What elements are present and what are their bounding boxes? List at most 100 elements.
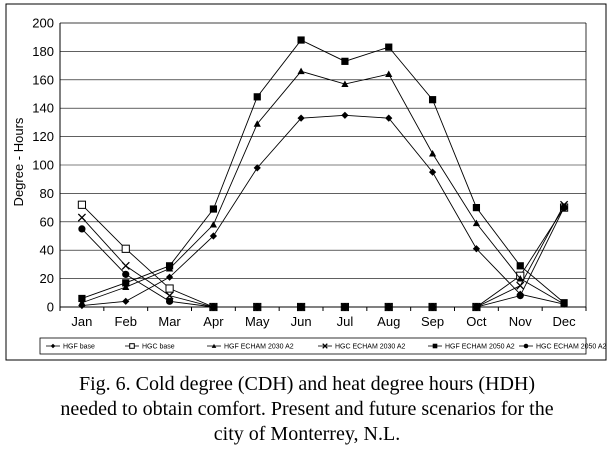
x-tick-label: Dec: [553, 314, 577, 329]
data-point: [516, 275, 524, 282]
data-point: [472, 204, 481, 212]
data-point: [209, 221, 218, 228]
data-point: [428, 303, 437, 311]
data-point: [77, 213, 86, 222]
x-tick-label: Apr: [203, 314, 224, 329]
y-tick-label: 120: [32, 129, 54, 144]
data-point: [78, 225, 86, 233]
legend-label: HGC base: [142, 344, 175, 351]
x-tick-label: Mar: [158, 314, 181, 329]
x-tick-label: Aug: [377, 314, 400, 329]
data-point: [209, 205, 218, 213]
y-tick-label: 200: [32, 16, 54, 31]
data-point: [428, 150, 437, 157]
data-point: [122, 270, 130, 278]
legend-marker: [432, 343, 438, 349]
x-tick-label: Jan: [71, 314, 92, 329]
y-tick-label: 100: [32, 158, 54, 173]
data-point: [428, 168, 437, 176]
legend-entry: HGF ECHAM 2050 A2: [428, 344, 515, 351]
data-point: [560, 299, 568, 307]
data-point: [297, 114, 305, 122]
y-tick-labels: 0 20 40 60 80 100 120 140 160 180 200: [32, 16, 54, 315]
data-point: [78, 299, 86, 306]
data-point: [472, 245, 481, 253]
caption-line-2: needed to obtain comfort. Present and fu…: [60, 398, 554, 420]
y-tick-label: 0: [47, 300, 54, 315]
caption-line-3: city of Monterrey, N.L.: [213, 423, 401, 445]
series-4: [78, 36, 568, 307]
series-line: [81, 39, 565, 304]
legend-entry: HGC base: [125, 343, 175, 351]
caption-line-1: Fig. 6. Cold degree (CDH) and heat degre…: [79, 373, 535, 395]
legend-entry: HGC ECHAM 2030 A2: [318, 343, 406, 351]
data-point: [78, 294, 86, 303]
data-point: [560, 204, 568, 212]
legend-marker: [322, 343, 328, 349]
legend-entry: HGC ECHAM 2050 A2: [519, 344, 607, 351]
data-point: [472, 219, 481, 227]
data-point: [165, 273, 174, 281]
data-point: [253, 93, 261, 101]
x-tick-labels: Jan Feb Mar Apr May Jun Jul Aug Sep Oct Nov Dec: [71, 314, 576, 329]
data-point: [516, 262, 524, 270]
data-point: [341, 57, 349, 65]
legend-marker: [211, 343, 217, 348]
legend-label: HGC ECHAM 2030 A2: [335, 344, 406, 351]
series-line: [81, 70, 565, 305]
data-point: [341, 80, 349, 87]
data-point: [516, 292, 524, 300]
legend-entry: HGF ECHAM 2030 A2: [207, 344, 294, 351]
y-tick-label: 60: [40, 214, 54, 229]
legend-label: HGF base: [63, 344, 95, 351]
y-tick-label: 80: [40, 186, 54, 201]
series-line: [81, 207, 565, 308]
x-tick-label: Oct: [466, 314, 487, 329]
data-point: [165, 297, 174, 305]
data-point: [341, 111, 349, 119]
y-axis-label: Degree - Hours: [11, 117, 26, 206]
data-point: [165, 262, 174, 270]
data-point: [121, 261, 130, 270]
legend-marker: [50, 343, 56, 349]
legend: HGF base HGC base HGF ECHAM 2030 A2 HGC ECH…: [46, 343, 607, 351]
series-line: [81, 114, 565, 307]
data-point: [297, 303, 305, 311]
x-tick-label: Jul: [337, 314, 354, 329]
x-tick-label: Nov: [509, 314, 533, 329]
y-tick-label: 160: [32, 72, 54, 87]
data-point: [385, 43, 393, 51]
legend-entry: HGF base: [46, 344, 95, 351]
series-group: [77, 36, 569, 312]
series-5: [78, 204, 568, 311]
data-point: [165, 284, 174, 293]
series-0: [78, 111, 568, 310]
data-point: [472, 303, 481, 311]
y-tick-label: 20: [40, 271, 54, 286]
legend-box: [39, 337, 587, 355]
data-point: [122, 283, 130, 290]
x-tick-label: Feb: [115, 314, 137, 329]
data-point: [165, 291, 174, 300]
y-tick-label: 40: [40, 243, 54, 258]
data-point: [297, 36, 305, 44]
data-point: [385, 114, 393, 122]
data-point: [121, 244, 130, 253]
legend-marker: [129, 343, 135, 349]
data-point: [122, 297, 130, 305]
x-tick-label: Jun: [291, 314, 312, 329]
data-point: [77, 200, 87, 209]
data-point: [385, 303, 393, 311]
data-point: [122, 279, 130, 287]
data-point: [297, 67, 305, 75]
data-point: [428, 96, 437, 104]
legend-label: HGC ECHAM 2050 A2: [536, 344, 607, 351]
data-point: [209, 232, 218, 240]
data-point: [253, 164, 261, 172]
data-point: [209, 303, 218, 311]
y-tick-label: 140: [32, 101, 54, 116]
legend-label: HGF ECHAM 2030 A2: [224, 344, 294, 351]
data-point: [385, 70, 393, 77]
x-tick-label: May: [245, 314, 270, 329]
